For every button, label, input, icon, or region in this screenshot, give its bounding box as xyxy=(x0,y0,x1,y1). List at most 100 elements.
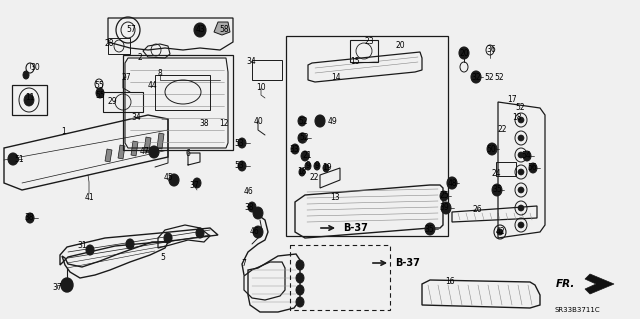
Ellipse shape xyxy=(194,23,206,37)
Text: SR33B3711C: SR33B3711C xyxy=(554,307,600,313)
Text: 17: 17 xyxy=(507,94,517,103)
Text: 53: 53 xyxy=(234,161,244,170)
Text: 57: 57 xyxy=(126,25,136,33)
Ellipse shape xyxy=(523,151,531,161)
Text: 6: 6 xyxy=(186,149,191,158)
Ellipse shape xyxy=(441,202,451,214)
Text: 9: 9 xyxy=(315,161,319,170)
Text: 53: 53 xyxy=(234,138,244,147)
Ellipse shape xyxy=(518,117,524,123)
Polygon shape xyxy=(144,137,151,152)
Ellipse shape xyxy=(164,233,172,243)
Ellipse shape xyxy=(518,205,524,211)
Ellipse shape xyxy=(301,151,309,161)
Ellipse shape xyxy=(425,223,435,235)
Text: 33: 33 xyxy=(289,145,299,153)
Ellipse shape xyxy=(24,94,34,106)
Text: 44: 44 xyxy=(147,81,157,91)
Ellipse shape xyxy=(26,213,34,223)
Bar xyxy=(103,92,143,112)
Text: 48: 48 xyxy=(447,179,457,188)
Polygon shape xyxy=(118,145,125,159)
Bar xyxy=(496,162,516,176)
Ellipse shape xyxy=(299,168,305,176)
Text: 54: 54 xyxy=(521,152,531,160)
Text: 45: 45 xyxy=(163,174,173,182)
Text: 47: 47 xyxy=(139,147,149,157)
Ellipse shape xyxy=(169,174,179,186)
Text: 42: 42 xyxy=(495,227,505,236)
Text: 52: 52 xyxy=(484,72,494,81)
Text: 5: 5 xyxy=(161,254,165,263)
Bar xyxy=(123,55,233,150)
Text: 46: 46 xyxy=(250,227,260,236)
Text: 46: 46 xyxy=(243,188,253,197)
Text: 50: 50 xyxy=(486,145,496,153)
Bar xyxy=(108,38,130,54)
Ellipse shape xyxy=(487,143,497,155)
Text: 35: 35 xyxy=(424,225,434,234)
Text: 37: 37 xyxy=(52,284,62,293)
Ellipse shape xyxy=(315,115,325,127)
Ellipse shape xyxy=(518,222,524,228)
Text: 14: 14 xyxy=(331,73,341,83)
Text: 55: 55 xyxy=(94,80,104,90)
Ellipse shape xyxy=(440,191,448,201)
Ellipse shape xyxy=(529,163,537,173)
Text: 38: 38 xyxy=(199,120,209,129)
Bar xyxy=(252,60,282,80)
Text: 51: 51 xyxy=(14,154,24,164)
Text: 2: 2 xyxy=(138,53,142,62)
Text: B-37: B-37 xyxy=(343,223,368,233)
Text: 36: 36 xyxy=(486,46,496,55)
Text: 56: 56 xyxy=(527,164,537,173)
Ellipse shape xyxy=(518,169,524,175)
Text: 20: 20 xyxy=(395,41,405,50)
Ellipse shape xyxy=(518,187,524,193)
Text: 12: 12 xyxy=(220,120,228,129)
Text: 22: 22 xyxy=(497,124,507,133)
Text: 52: 52 xyxy=(494,72,504,81)
Bar xyxy=(12,85,47,115)
Text: 10: 10 xyxy=(256,84,266,93)
Ellipse shape xyxy=(459,47,469,59)
Text: 43: 43 xyxy=(195,25,205,33)
Text: 18: 18 xyxy=(512,114,522,122)
Text: 35: 35 xyxy=(492,186,502,195)
Text: 40: 40 xyxy=(253,116,263,125)
Polygon shape xyxy=(585,274,614,294)
Text: 41: 41 xyxy=(84,192,94,202)
Text: 55: 55 xyxy=(95,91,105,100)
Text: 11: 11 xyxy=(25,93,35,102)
Ellipse shape xyxy=(323,164,329,172)
Text: 1: 1 xyxy=(61,128,67,137)
Bar xyxy=(350,40,378,62)
Text: 21: 21 xyxy=(302,152,312,160)
Text: 29: 29 xyxy=(107,97,117,106)
Text: 22: 22 xyxy=(309,173,319,182)
Ellipse shape xyxy=(96,88,104,98)
Polygon shape xyxy=(157,133,164,149)
Ellipse shape xyxy=(193,178,201,188)
Ellipse shape xyxy=(61,278,73,292)
Ellipse shape xyxy=(305,162,311,170)
Text: 52: 52 xyxy=(299,133,309,143)
Polygon shape xyxy=(131,141,138,156)
Ellipse shape xyxy=(518,152,524,158)
Text: 24: 24 xyxy=(491,169,501,179)
Ellipse shape xyxy=(471,71,481,83)
Ellipse shape xyxy=(518,135,524,141)
Ellipse shape xyxy=(149,146,159,158)
Text: 19: 19 xyxy=(322,164,332,173)
Text: 31: 31 xyxy=(77,241,87,249)
Text: 16: 16 xyxy=(445,277,455,286)
Text: 37: 37 xyxy=(189,181,199,189)
Ellipse shape xyxy=(253,226,263,238)
Text: 27: 27 xyxy=(121,72,131,81)
Text: 9: 9 xyxy=(305,161,310,170)
Text: 34: 34 xyxy=(246,57,256,66)
Text: 25: 25 xyxy=(439,191,449,201)
Ellipse shape xyxy=(8,153,18,165)
Polygon shape xyxy=(105,149,112,162)
Ellipse shape xyxy=(238,161,246,171)
